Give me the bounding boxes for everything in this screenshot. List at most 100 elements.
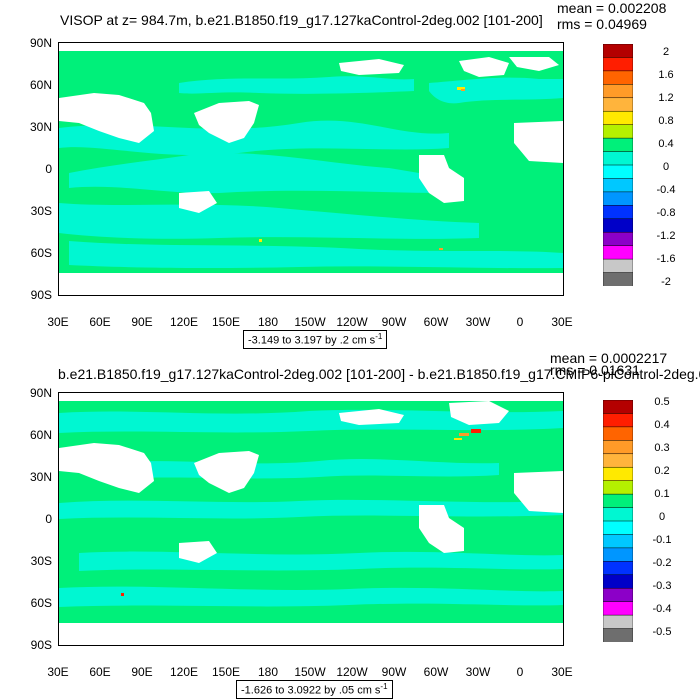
mean-stat: mean = 0.0002217 — [550, 350, 668, 366]
colorbar-swatch — [602, 245, 634, 260]
colorbar-label: 0 — [658, 511, 666, 523]
colorbar-swatch — [602, 272, 634, 287]
colorbar-label: 0.3 — [654, 442, 670, 454]
colorbar-label: 0.2 — [654, 465, 670, 477]
colorbar-swatch — [602, 124, 634, 139]
x-tick-label: 150W — [294, 665, 326, 679]
x-tick-label: 30E — [47, 315, 69, 329]
colorbar-swatch — [602, 574, 634, 589]
x-tick-label: 120W — [336, 315, 368, 329]
colorbar-swatch — [602, 218, 634, 233]
colorbar-swatch — [602, 507, 634, 522]
colorbar-swatch — [602, 413, 634, 428]
colorbar-swatch — [602, 399, 634, 415]
x-tick-label: 0 — [516, 665, 524, 679]
colorbar-label: 0.8 — [658, 115, 674, 127]
colorbar-swatch — [602, 231, 634, 247]
x-tick-label: 150E — [211, 315, 241, 329]
rms-stat: rms = 0.04969 — [557, 16, 647, 32]
colorbar — [602, 43, 634, 291]
colorbar-label: -0.5 — [652, 626, 672, 638]
colorbar-swatch — [602, 601, 634, 616]
x-tick-label: 60W — [423, 665, 449, 679]
colorbar-swatch — [602, 426, 634, 442]
x-tick-label: 120W — [336, 665, 368, 679]
y-tick-label: 90S — [30, 288, 52, 302]
colorbar-label: -1.2 — [656, 230, 676, 242]
colorbar-swatch — [602, 547, 634, 563]
colorbar-swatch — [602, 493, 634, 509]
colorbar-label: 1.2 — [658, 92, 674, 104]
y-tick-label: 60S — [30, 246, 52, 260]
colorbar-swatch — [602, 178, 634, 193]
colorbar-label: 1.6 — [658, 69, 674, 81]
colorbar-label: -0.8 — [656, 207, 676, 219]
rms-stat: rms = 0.01631 — [550, 362, 640, 378]
x-tick-label: 150W — [294, 315, 326, 329]
x-tick-label: 60W — [423, 315, 449, 329]
colorbar-swatch — [602, 614, 634, 630]
colorbar-swatch — [602, 520, 634, 536]
range-label: -3.149 to 3.197 by .2 cm s-1 — [243, 330, 388, 349]
range-exponent: -1 — [380, 682, 388, 691]
map-canvas — [59, 393, 563, 645]
x-tick-label: 0 — [516, 315, 524, 329]
x-tick-label: 30W — [465, 665, 491, 679]
panel-1: VISOP at z= 984.7m, b.e21.B1850.f19_g17.… — [29, 0, 676, 349]
colorbar-label: 0.4 — [658, 138, 674, 150]
colorbar-label: 0.1 — [654, 488, 670, 500]
colorbar-swatch — [602, 466, 634, 482]
x-tick-label: 90E — [131, 315, 153, 329]
colorbar-label: 2 — [662, 46, 670, 58]
colorbar-swatch — [602, 453, 634, 468]
mean-stat: mean = 0.002208 — [557, 0, 667, 16]
y-tick-label: 30S — [30, 204, 52, 218]
colorbar-swatches — [602, 399, 634, 643]
colorbar-swatches — [602, 43, 634, 287]
colorbar-label: -0.1 — [652, 534, 672, 546]
x-tick-label: 30E — [551, 315, 573, 329]
colorbar-swatch — [602, 137, 634, 153]
colorbar-swatch — [602, 97, 634, 112]
colorbar-label: -0.3 — [652, 580, 672, 592]
range-text: -3.149 to 3.197 by .2 cm s — [248, 334, 376, 347]
colorbar-swatch — [602, 84, 634, 99]
colorbar-swatch — [602, 587, 634, 603]
colorbar-swatch — [602, 43, 634, 59]
x-tick-label: 120E — [169, 665, 199, 679]
y-tick-label: 90N — [29, 386, 52, 400]
colorbar-swatch — [602, 534, 634, 549]
colorbar-label: -0.4 — [652, 603, 672, 615]
colorbar-swatch — [602, 258, 634, 274]
y-tick-label: 60S — [30, 596, 52, 610]
colorbar-swatch — [602, 70, 634, 86]
x-tick-label: 60E — [89, 315, 111, 329]
y-tick-label: 30S — [30, 554, 52, 568]
range-label: -1.626 to 3.0922 by .05 cm s-1 — [236, 680, 393, 699]
colorbar-swatch — [602, 480, 634, 495]
y-tick-label: 30N — [29, 120, 52, 134]
x-tick-label: 30E — [47, 665, 69, 679]
y-tick-label: 0 — [45, 512, 52, 526]
y-tick-label: 60N — [29, 428, 52, 442]
panel-title: VISOP at z= 984.7m, b.e21.B1850.f19_g17.… — [60, 12, 543, 28]
colorbar-label: -1.6 — [656, 253, 676, 265]
map-plot — [58, 42, 564, 296]
map-canvas — [59, 43, 563, 295]
colorbar-swatch — [602, 205, 634, 220]
colorbar-swatch — [602, 561, 634, 576]
colorbar-swatch — [602, 110, 634, 126]
colorbar-swatch — [602, 440, 634, 455]
x-tick-label: 180 — [257, 315, 279, 329]
panel-2: b.e21.B1850.f19_g17.127kaControl-2deg.00… — [0, 350, 700, 700]
y-tick-label: 0 — [45, 162, 52, 176]
colorbar-swatch — [602, 628, 634, 643]
x-tick-label: 180 — [257, 665, 279, 679]
y-tick-label: 90S — [30, 638, 52, 652]
colorbar — [602, 399, 634, 647]
x-tick-label: 120E — [169, 315, 199, 329]
y-tick-label: 60N — [29, 78, 52, 92]
colorbar-label: -0.4 — [656, 184, 676, 196]
colorbar-label: 0.5 — [654, 396, 670, 408]
colorbar-label: 0 — [662, 161, 670, 173]
